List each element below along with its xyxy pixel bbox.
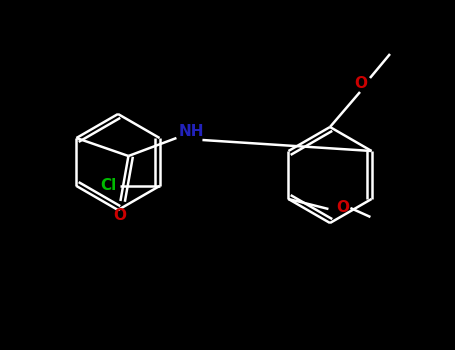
Text: Cl: Cl: [100, 178, 116, 194]
Text: O: O: [113, 208, 126, 223]
Text: NH: NH: [178, 125, 204, 140]
Text: O: O: [354, 76, 368, 91]
Text: O: O: [336, 201, 349, 216]
